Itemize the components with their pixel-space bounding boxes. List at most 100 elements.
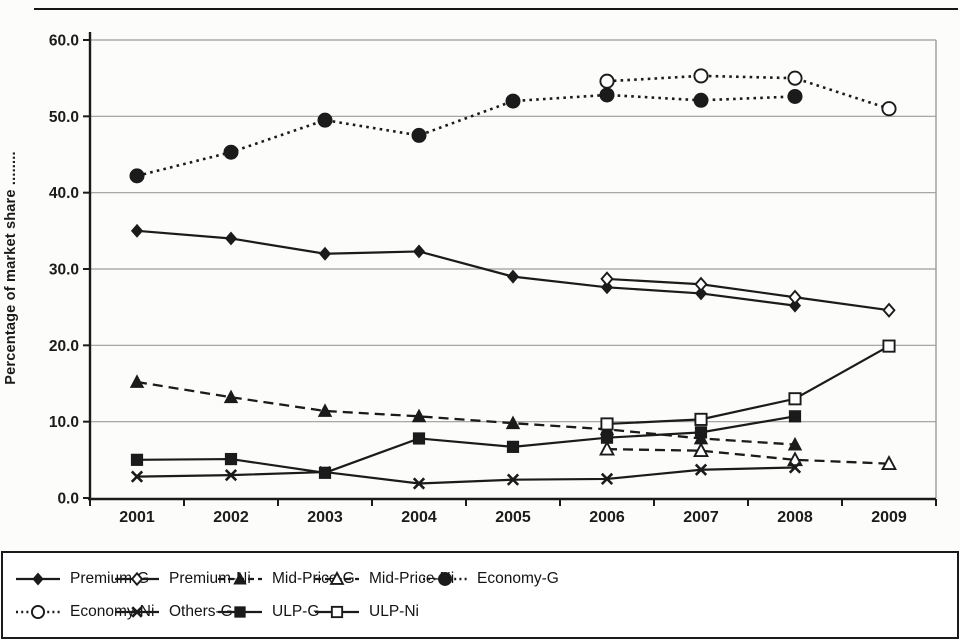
x-tick-label-2002: 2002	[213, 509, 249, 526]
legend-sample-economy-g	[423, 571, 467, 586]
legend-item-economy-g: Economy-G	[422, 570, 957, 588]
marker-square-filled	[412, 432, 426, 445]
legend-sample-mid-price-g	[218, 571, 262, 584]
series-line-premium-g	[136, 229, 796, 307]
series-line-others-g	[136, 466, 796, 485]
marker-circle-open	[693, 68, 709, 84]
x-tick-label-2004: 2004	[401, 509, 437, 526]
legend-item-premium-ni: Premium-Ni	[114, 570, 251, 588]
y-tick-label: 40.0	[49, 185, 79, 202]
marker-circle-filled	[438, 571, 452, 586]
series-premium-g	[130, 223, 802, 313]
marker-diamond-filled	[130, 223, 144, 238]
marker-x-filled	[506, 473, 520, 486]
series-ulp-g	[130, 410, 802, 479]
marker-diamond-filled	[600, 280, 614, 295]
marker-triangle-open	[329, 570, 345, 585]
marker-circle-open	[881, 101, 897, 117]
legend-sample-mid-price-ni	[315, 570, 359, 585]
marker-triangle-open	[787, 451, 803, 467]
series-economy-g	[129, 87, 803, 184]
marker-square-filled	[506, 440, 520, 453]
marker-square-filled	[788, 410, 802, 423]
series-line-economy-g	[136, 93, 796, 178]
marker-square-filled	[694, 426, 708, 439]
marker-square-open	[330, 605, 344, 618]
marker-triangle-open	[693, 442, 709, 458]
x-tick-label-2005: 2005	[495, 509, 531, 526]
legend-sample-ulp-g	[218, 605, 262, 618]
marker-diamond-filled	[694, 286, 708, 301]
legend-sample-economy-ni	[16, 604, 60, 619]
legend-item-others-g: Others-G	[114, 603, 233, 621]
marker-square-open	[694, 412, 708, 426]
marker-diamond-filled	[318, 246, 332, 261]
market-share-chart: 0.0 10.0 20.0 30.0 40.0 50.0 60.0 2001 2002 2003 2…	[3, 32, 937, 526]
marker-diamond-filled	[788, 298, 802, 313]
marker-square-filled	[600, 431, 614, 444]
y-axis-title: Percentage of market share ........	[3, 151, 19, 384]
legend-label: Premium-G	[70, 569, 150, 587]
y-tick-label: 10.0	[49, 414, 79, 431]
marker-x-filled	[131, 605, 143, 618]
marker-square-filled	[318, 466, 332, 479]
legend-label: ULP-G	[272, 602, 320, 620]
series-line-premium-ni	[606, 277, 890, 312]
marker-circle-open	[599, 73, 615, 89]
legend-sample-ulp-ni	[315, 605, 359, 618]
marker-x-filled	[224, 468, 238, 482]
marker-square-open	[788, 392, 802, 406]
series-mid-price-g	[129, 374, 803, 451]
marker-diamond-filled	[412, 244, 426, 259]
series-mid-price-ni	[599, 440, 897, 470]
series-premium-ni	[600, 271, 896, 318]
series-ulp-ni	[600, 339, 896, 431]
marker-circle-open	[30, 604, 46, 619]
marker-circle-filled	[411, 127, 427, 143]
legend-item-mid-price-ni: Mid-Price-Ni	[314, 570, 454, 588]
marker-circle-filled	[693, 92, 709, 108]
legend-item-mid-price-g: Mid-Price-G	[217, 570, 355, 588]
series-line-mid-price-g	[136, 380, 796, 446]
legend-label: Economy-G	[477, 569, 559, 587]
marker-diamond-open	[788, 289, 802, 305]
marker-square-filled	[130, 453, 144, 466]
x-tick-label-2009: 2009	[871, 509, 907, 526]
marker-circle-filled	[317, 112, 333, 128]
legend-label: Others-G	[169, 602, 233, 620]
marker-triangle-filled	[505, 415, 521, 430]
marker-x-filled	[130, 470, 144, 483]
marker-square-open	[882, 339, 896, 353]
y-tick-label: 20.0	[49, 338, 79, 355]
y-tick-label: 0.0	[57, 491, 79, 508]
marker-triangle-filled	[129, 374, 145, 388]
legend-item-premium-g: Premium-G	[15, 570, 149, 588]
marker-triangle-filled	[223, 389, 239, 404]
series-line-mid-price-ni	[606, 447, 890, 465]
marker-circle-filled	[223, 144, 239, 160]
marker-square-open	[600, 417, 614, 431]
marker-diamond-filled	[506, 269, 520, 284]
x-tick-label-2006: 2006	[589, 509, 625, 526]
marker-circle-filled	[787, 88, 803, 104]
marker-diamond-filled	[224, 231, 238, 246]
marker-x-filled	[412, 477, 426, 490]
x-tick-label-2001: 2001	[119, 509, 155, 526]
marker-circle-filled	[129, 168, 145, 184]
top-rule	[34, 8, 958, 10]
legend-label: Premium-Ni	[169, 569, 251, 587]
line-chart-canvas: 0.0 10.0 20.0 30.0 40.0 50.0 60.0 2001 2002 2003 2…	[3, 32, 937, 526]
legend-item-economy-ni: Economy-Ni	[15, 603, 154, 621]
legend-label: Mid-Price-Ni	[369, 569, 455, 587]
x-tick-label-2008: 2008	[777, 509, 813, 526]
legend-sample-premium-ni	[115, 571, 159, 586]
marker-triangle-filled	[411, 408, 427, 423]
y-tick-label: 30.0	[49, 262, 79, 279]
legend-label: ULP-Ni	[369, 602, 419, 620]
series-line-economy-ni	[606, 74, 890, 110]
legend-item-ulp-g: ULP-G	[217, 603, 319, 621]
marker-x-filled	[694, 463, 708, 476]
x-tick-label-2007: 2007	[683, 509, 719, 526]
marker-triangle-filled	[317, 403, 333, 417]
marker-diamond-open	[130, 571, 144, 586]
